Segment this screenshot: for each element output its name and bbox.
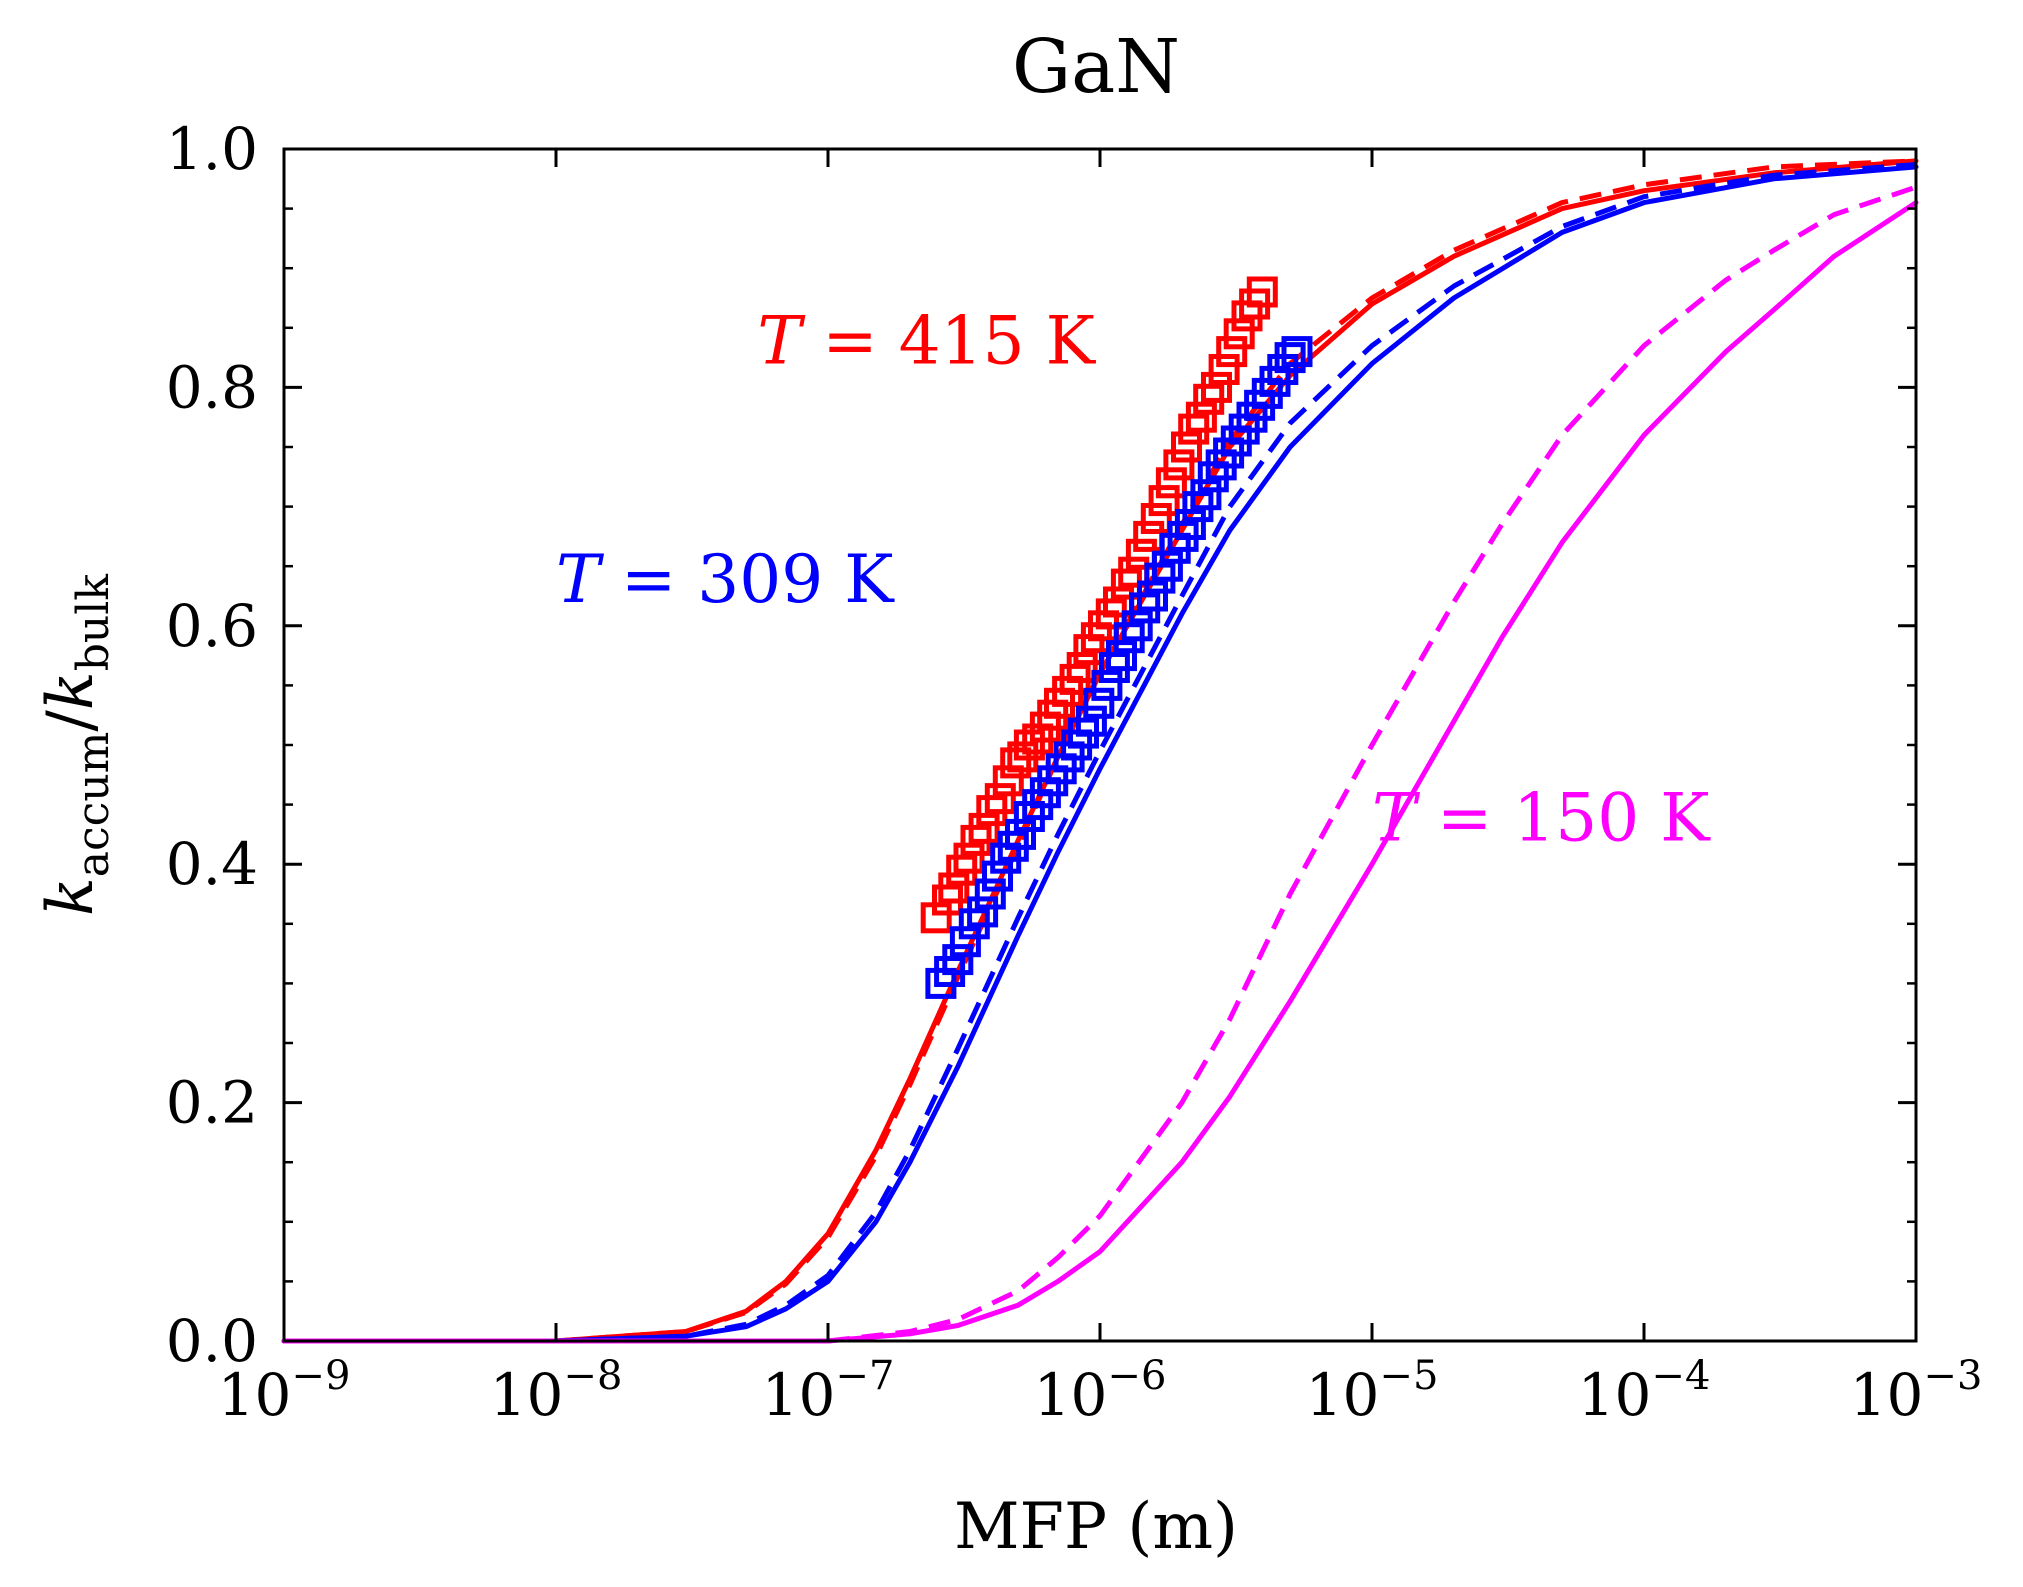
data-point-309K-squares-46 (1281, 336, 1313, 368)
series-line-150K-solid (281, 200, 1919, 1344)
data-point-309K-squares-27 (1137, 580, 1168, 612)
y-axis-title-slash: / (34, 710, 108, 732)
data-point-309K-squares-2 (942, 944, 974, 976)
data-point-415K-squares-39 (1216, 336, 1248, 368)
x-tick-label-2: 10−7 (762, 1353, 895, 1429)
series-line-150K-dashed (284, 184, 1917, 1344)
data-point-415K-squares-33 (1171, 431, 1202, 463)
data-point-309K-squares-21 (1091, 669, 1123, 701)
y-axis-title-sub2: bulk (68, 574, 119, 672)
x-tick-label-base-6: 10 (1850, 1361, 1924, 1429)
x-tick-label-base-3: 10 (1034, 1361, 1108, 1429)
data-point-309K-squares-34 (1190, 479, 1222, 511)
y-axis-title-sub1: accum (68, 732, 119, 878)
data-point-309K-squares-23 (1106, 640, 1137, 672)
x-tick-label-base-0: 10 (218, 1361, 292, 1429)
data-point-309K-squares-45 (1274, 342, 1306, 374)
data-point-415K-squares-37 (1201, 371, 1232, 403)
x-axis-title: MFP (m) (954, 1490, 1238, 1564)
y-tick-label-0: 0.0 (166, 1307, 258, 1375)
annotation-309K: T = 309 K (556, 541, 895, 618)
y-tick-label-3: 0.6 (166, 592, 258, 660)
data-point-415K-squares-2 (938, 872, 970, 904)
data-point-415K-squares-38 (1208, 354, 1240, 385)
x-tick-label-5: 10−4 (1578, 1353, 1711, 1429)
y-tick-label-5: 1.0 (166, 115, 258, 183)
y-axis-title-k1: k (34, 877, 108, 916)
x-tick-label-base-2: 10 (762, 1361, 836, 1429)
annotation-var-309K: T (556, 541, 605, 618)
x-tick-label-3: 10−6 (1034, 1353, 1167, 1429)
y-tick-label-4: 0.8 (166, 353, 258, 421)
annotation-value-309K: = 309 K (600, 541, 895, 618)
marker-layer (920, 276, 1313, 999)
data-point-309K-squares-3 (949, 926, 981, 958)
annotation-var-415K: T (757, 303, 806, 380)
series-line-415K-dashed (284, 158, 1917, 1344)
data-point-309K-squares-32 (1174, 509, 1206, 540)
data-point-415K-squares-19 (1066, 652, 1098, 683)
annotation-value-150K: = 150 K (1416, 779, 1711, 856)
x-tick-label-1: 10−8 (490, 1353, 623, 1429)
data-point-415K-squares-32 (1163, 449, 1195, 481)
data-point-415K-squares-43 (1246, 276, 1278, 308)
x-tick-label-base-5: 10 (1578, 1361, 1652, 1429)
data-point-309K-squares-19 (1075, 705, 1107, 737)
data-point-309K-squares-25 (1121, 610, 1153, 642)
x-tick-label-exponent-4: −5 (1379, 1353, 1438, 1399)
x-tick-label-base-4: 10 (1306, 1361, 1380, 1429)
x-tick-label-exponent-6: −3 (1923, 1353, 1982, 1399)
data-point-415K-squares-4 (953, 842, 985, 874)
x-tick-label-6: 10−3 (1850, 1353, 1983, 1429)
data-point-309K-squares-29 (1151, 550, 1183, 582)
data-point-309K-squares-10 (1005, 818, 1036, 850)
y-tick-label-2: 0.4 (166, 830, 258, 898)
series-layer (281, 158, 1919, 1344)
x-tick-label-exponent-3: −6 (1107, 1353, 1166, 1399)
data-point-415K-squares-6 (968, 812, 1000, 844)
annotation-value-415K: = 415 K (801, 303, 1096, 380)
y-tick-label-1: 0.2 (166, 1069, 258, 1137)
annotation-415K: T = 415 K (757, 303, 1096, 380)
x-tick-label-4: 10−5 (1306, 1353, 1439, 1429)
data-point-309K-squares-20 (1083, 687, 1115, 719)
data-point-415K-squares-8 (984, 783, 1016, 815)
data-point-415K-squares-12 (1013, 729, 1045, 761)
data-point-309K-squares-5 (967, 896, 999, 928)
annotation-var-150K: T (1372, 779, 1421, 856)
data-point-415K-squares-29 (1140, 503, 1172, 534)
chart-title: GaN (1012, 24, 1180, 110)
x-tick-label-exponent-2: −7 (835, 1353, 894, 1399)
data-point-309K-squares-6 (974, 878, 1006, 910)
x-tick-label-0: 10−9 (218, 1353, 351, 1429)
tick-layer: 10−9 10−8 10−7 10−6 10−5 10−4 10−30.00.20.40.6… (166, 115, 1983, 1429)
series-line-309K-dashed (284, 162, 1917, 1344)
x-tick-label-base-1: 10 (490, 1361, 564, 1429)
x-tick-label-exponent-0: −9 (291, 1353, 350, 1399)
data-point-309K-squares-7 (982, 860, 1013, 892)
series-line-309K-solid (281, 164, 1919, 1344)
x-tick-label-exponent-1: −8 (563, 1353, 622, 1399)
x-tick-label-exponent-5: −4 (1651, 1353, 1710, 1399)
annotation-150K: T = 150 K (1372, 779, 1711, 856)
data-point-415K-squares-35 (1185, 401, 1217, 433)
data-point-415K-squares-31 (1155, 467, 1187, 499)
y-axis-title: kaccum/kbulk (34, 574, 119, 916)
annotation-layer: T = 415 KT = 309 KT = 150 K (556, 303, 1711, 857)
y-axis-title-k2: k (34, 671, 108, 710)
data-point-415K-squares-40 (1223, 318, 1255, 350)
data-point-415K-squares-30 (1148, 485, 1180, 517)
